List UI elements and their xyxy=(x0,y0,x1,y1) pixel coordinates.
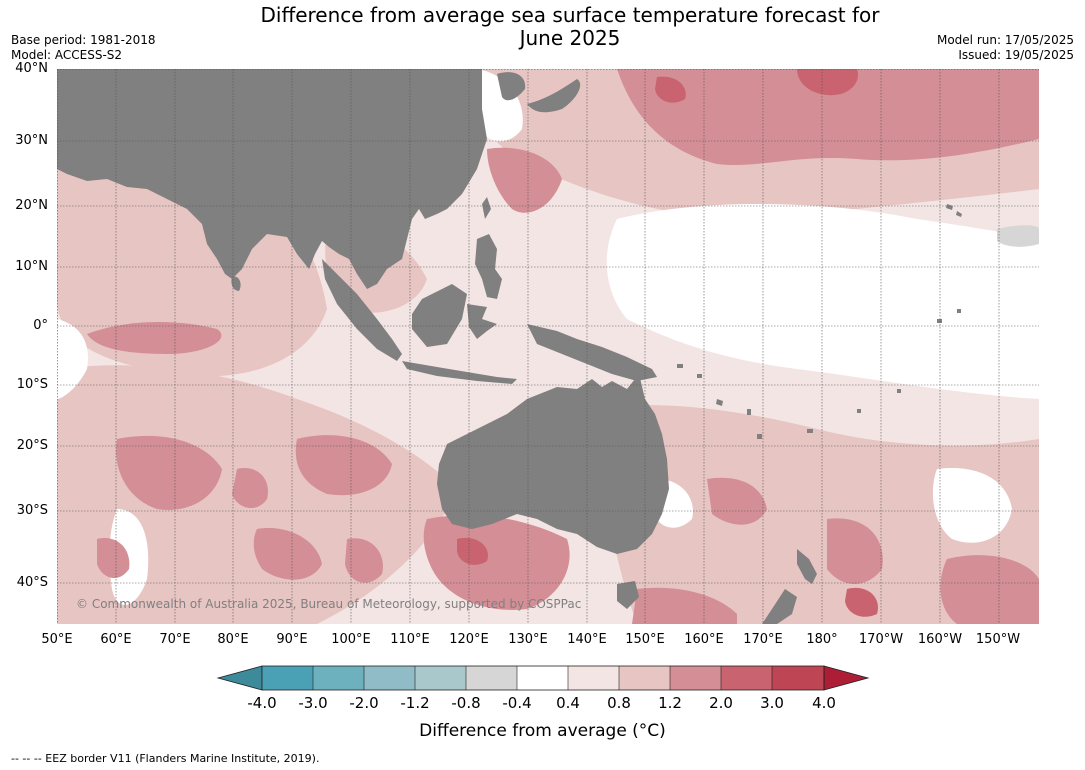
land-tasmania xyxy=(617,581,639,609)
colorbar-tick-3: -2.0 xyxy=(349,694,379,712)
colorbar-tick-1: -4.0 xyxy=(247,694,277,712)
lon-label-140e: 140°E xyxy=(567,632,607,647)
land-masses xyxy=(57,69,962,624)
colorbar-bin-2 xyxy=(313,666,364,690)
land-sulawesi xyxy=(467,304,497,339)
anomaly-strong-warm xyxy=(457,69,878,617)
lon-label-150e: 150°E xyxy=(625,632,665,647)
land-taiwan xyxy=(482,197,491,219)
lon-label-170e: 170°E xyxy=(743,632,783,647)
meta-right: Model run: 17/05/2025 Issued: 19/05/2025 xyxy=(937,33,1074,63)
land-borneo xyxy=(412,284,467,347)
meta-left: Base period: 1981-2018 Model: ACCESS-S2 xyxy=(11,33,156,63)
colorbar-tick-9: 1.2 xyxy=(658,694,682,712)
lon-label-150w: 150°W xyxy=(975,632,1021,647)
colorbar xyxy=(216,665,870,691)
lon-label-180: 180° xyxy=(806,632,838,647)
colorbar-arrow-low xyxy=(216,665,263,691)
colorbar-tick-11: 3.0 xyxy=(760,694,784,712)
lon-label-60e: 60°E xyxy=(100,632,132,647)
colorbar-tick-8: 0.8 xyxy=(607,694,631,712)
colorbar-bin-11 xyxy=(772,666,824,690)
title-line-1: Difference from average sea surface temp… xyxy=(260,3,880,27)
colorbar-bin-3 xyxy=(364,666,415,690)
colorbar-arrow-high xyxy=(823,665,870,691)
lon-label-160w: 160°W xyxy=(917,632,963,647)
land-sumatra xyxy=(322,259,402,361)
colorbar-bin-9 xyxy=(670,666,721,690)
colorbar-bin-6 xyxy=(517,666,568,690)
lon-label-170w: 170°W xyxy=(858,632,904,647)
lon-label-130e: 130°E xyxy=(508,632,548,647)
lat-label-30n: 30°N xyxy=(15,133,48,148)
lon-label-160e: 160°E xyxy=(684,632,724,647)
lat-label-20s: 20°S xyxy=(16,438,48,453)
lon-label-70e: 70°E xyxy=(159,632,191,647)
colorbar-tick-2: -3.0 xyxy=(298,694,328,712)
map-title: Difference from average sea surface temp… xyxy=(230,4,910,50)
colorbar-bin-8 xyxy=(619,666,670,690)
copyright-notice: © Commonwealth of Australia 2025, Bureau… xyxy=(76,597,582,611)
lat-label-20n: 20°N xyxy=(15,198,48,213)
colorbar-outline xyxy=(261,665,825,691)
colorbar-tick-7: 0.4 xyxy=(556,694,580,712)
land-java xyxy=(402,361,517,384)
colorbar-bin-1 xyxy=(262,666,313,690)
colorbar-bin-7 xyxy=(568,666,619,690)
colorbar-dividers xyxy=(312,666,773,690)
sst-anomaly-map[interactable] xyxy=(57,69,1039,624)
graticule xyxy=(57,69,1039,624)
base-period: Base period: 1981-2018 xyxy=(11,33,156,47)
colorbar-tick-12: 4.0 xyxy=(812,694,836,712)
lon-label-120e: 120°E xyxy=(449,632,489,647)
issued-date: Issued: 19/05/2025 xyxy=(958,48,1074,62)
anomaly-moderate-warm xyxy=(87,69,1039,624)
land-asia xyxy=(57,69,487,289)
colorbar-tick-10: 2.0 xyxy=(709,694,733,712)
lat-label-10s: 10°S xyxy=(16,377,48,392)
land-new-zealand xyxy=(762,549,817,624)
land-philippines xyxy=(475,234,502,299)
colorbar-bin-10 xyxy=(721,666,772,690)
anomaly-cool-patch xyxy=(997,225,1039,247)
colorbar-tick-5: -0.8 xyxy=(451,694,481,712)
lon-label-80e: 80°E xyxy=(217,632,249,647)
model-name: Model: ACCESS-S2 xyxy=(11,48,123,62)
model-run: Model run: 17/05/2025 xyxy=(936,33,1074,47)
title-line-2: June 2025 xyxy=(519,26,621,50)
lat-label-40n: 40°N xyxy=(15,61,48,76)
lat-label-30s: 30°S xyxy=(16,503,48,518)
eez-footnote: -- -- -- EEZ border V11 (Flanders Marine… xyxy=(11,752,320,765)
land-new-guinea xyxy=(527,324,657,381)
lon-label-100e: 100°E xyxy=(331,632,371,647)
colorbar-tick-4: -1.2 xyxy=(400,694,430,712)
anomaly-neutral xyxy=(57,69,1039,606)
lon-label-110e: 110°E xyxy=(390,632,430,647)
lat-label-10n: 10°N xyxy=(15,259,48,274)
colorbar-bin-5 xyxy=(466,666,517,690)
colorbar-bin-4 xyxy=(415,666,466,690)
lat-label-40s: 40°S xyxy=(16,575,48,590)
lat-label-0: 0° xyxy=(33,318,48,333)
lon-label-90e: 90°E xyxy=(276,632,308,647)
colorbar-label: Difference from average (°C) xyxy=(419,721,666,741)
land-australia xyxy=(437,374,669,554)
land-sri-lanka xyxy=(231,276,241,291)
lon-label-50e: 50°E xyxy=(41,632,73,647)
colorbar-tick-6: -0.4 xyxy=(502,694,532,712)
land-japan xyxy=(497,72,581,113)
